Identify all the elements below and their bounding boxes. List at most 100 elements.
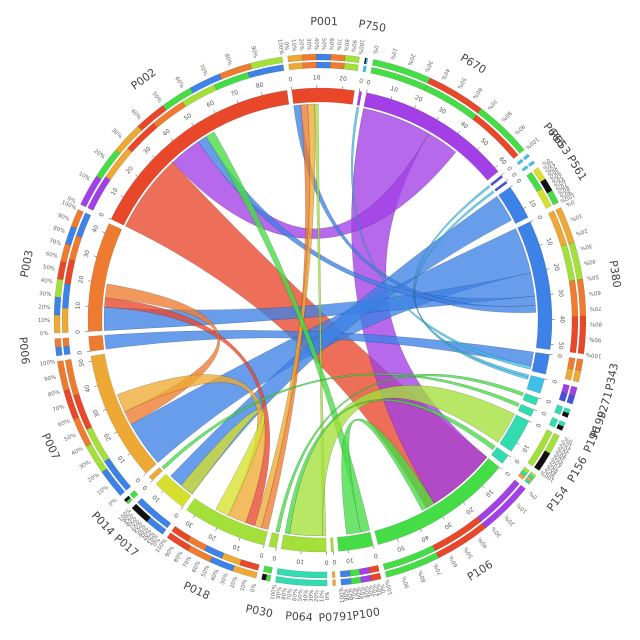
tick-label: 10: [527, 199, 537, 209]
stack-bar-P100: [340, 577, 352, 586]
percent-tick-label: 50%: [463, 546, 475, 560]
ribbon-layer: [103, 103, 537, 537]
stack-bar-P003: [70, 209, 84, 229]
segment-arc-P064: [280, 534, 327, 553]
percent-tick-label: 70%: [590, 305, 602, 312]
percent-tick-label: 30%: [423, 59, 433, 73]
segment-label-P343: P343: [603, 362, 621, 392]
stack-bar-P002: [137, 105, 167, 131]
segment-arc-P750: [356, 91, 363, 106]
percent-tick-label: 30%: [368, 585, 376, 598]
stack-bar-P001: [330, 54, 346, 62]
percent-tick-label: 20%: [314, 590, 320, 602]
ribbon-P156-P064: [289, 385, 515, 537]
percent-tick-label: 80%: [173, 550, 184, 564]
percent-tick-label: 80%: [223, 53, 233, 67]
segment-label-P001: P001: [310, 15, 338, 28]
segment-label-P017: P017: [111, 532, 140, 560]
percent-tick-label: 30%: [546, 166, 560, 178]
percent-tick-label: 100%: [60, 200, 77, 212]
segment-arc-P014: [148, 467, 163, 481]
segment-label-P007: P007: [39, 431, 63, 462]
stack-bar-P100: [358, 567, 370, 576]
tick-label: 30: [557, 289, 565, 298]
percent-tick-label: 30%: [39, 291, 52, 298]
stack-bar-P001: [316, 53, 332, 61]
tick-label: 0: [556, 353, 564, 358]
percent-tick-label: 40%: [129, 108, 142, 121]
tick-label: 50: [396, 544, 406, 553]
stack-bar-P343: [567, 357, 576, 370]
percent-tick-label: 70%: [486, 97, 498, 110]
stack-bar-P154: [524, 478, 532, 485]
stack-bar-P003: [61, 307, 69, 333]
tick-label: 0: [539, 410, 547, 416]
percent-tick-label: 20%: [297, 38, 304, 51]
percent-tick-label: 90%: [589, 336, 602, 343]
stack-bar-P064: [275, 576, 328, 587]
tick-label: 10: [345, 556, 354, 564]
ribbon-P003-P007: [104, 283, 221, 425]
stack-bar-P030: [265, 574, 272, 582]
percent-tick-label: 40%: [303, 589, 310, 602]
percent-tick-label: 0%: [250, 583, 258, 593]
percent-tick-label: 60%: [292, 589, 299, 602]
stack-bar-P001: [287, 54, 303, 63]
stack-bar-P750: [362, 65, 367, 73]
stack-bar-P002: [249, 56, 284, 70]
ribbon-P001-P064: [314, 103, 327, 537]
stack-bar-P003: [68, 235, 83, 261]
percent-tick-label: 30%: [110, 127, 123, 140]
percent-tick-label: 0%: [541, 156, 552, 166]
stack-bar-P156: [533, 450, 551, 471]
stack-bar-P003: [53, 314, 61, 334]
percent-tick-label: 60%: [57, 418, 71, 428]
percent-tick-label: 80%: [590, 321, 602, 327]
percent-tick-label: 90%: [57, 213, 71, 223]
tick-label: 10: [389, 85, 399, 94]
percent-tick-label: 20%: [504, 514, 517, 527]
segment-arc-P017: [155, 473, 192, 508]
percent-tick-label: 80%: [500, 110, 513, 123]
stack-bar-P100: [369, 572, 382, 582]
stack-bar-P670: [477, 108, 525, 154]
percent-tick-label: 20%: [558, 442, 572, 453]
stack-bar-P380: [569, 316, 579, 354]
stack-bar-P006: [55, 346, 63, 357]
segment-label-P0791: P0791: [318, 610, 353, 625]
percent-tick-label: 90%: [543, 467, 557, 479]
tick-label: 10: [520, 443, 530, 453]
segment-arc-P196: [517, 403, 535, 417]
stack-bar-P018: [171, 525, 192, 542]
tick-label: 20: [77, 275, 85, 284]
percent-tick-label: 0%: [565, 198, 575, 207]
tick-label: 20: [339, 75, 347, 83]
percent-tick-label: 0%: [66, 196, 76, 205]
percent-tick-label: 70%: [48, 238, 61, 247]
tick-label: 40: [558, 316, 565, 324]
stack-bar-P380: [577, 316, 587, 355]
segment-label-P561: P561: [564, 153, 589, 183]
segment-arc-P001: [291, 87, 355, 105]
percent-tick-label: 10%: [560, 438, 574, 449]
stack-bar-P561: [536, 188, 552, 209]
tick-label: 20: [207, 532, 217, 542]
stack-bar-P380: [568, 280, 579, 317]
segment-label-P156: P156: [565, 454, 590, 484]
tick-label: 50: [183, 112, 193, 122]
tick-label: 40: [91, 224, 100, 234]
percent-tick-label: 50%: [552, 452, 566, 463]
percent-tick-label: 60%: [45, 251, 58, 260]
percent-tick-label: 10%: [77, 171, 91, 182]
tick-label: 20: [552, 263, 561, 272]
tick-label: 50: [78, 358, 86, 367]
ribbon-P106-P100: [341, 418, 435, 535]
segment-arc-P561: [498, 186, 529, 224]
percent-tick-label: 20%: [406, 53, 416, 67]
percent-tick-label: 90%: [343, 588, 350, 601]
percent-tick-label: 100%: [356, 39, 364, 55]
tick-label: 20: [464, 505, 474, 515]
stack-bar-P156: [527, 429, 553, 467]
percent-tick-label: 50%: [201, 565, 212, 579]
